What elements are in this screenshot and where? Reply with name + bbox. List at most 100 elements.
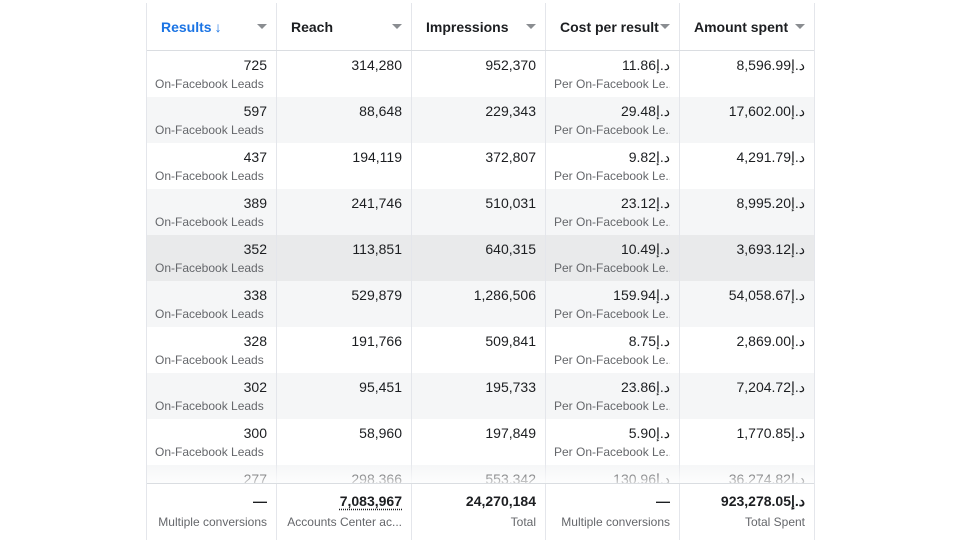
table-row[interactable]: 277 298,366 553,342 130.96د.إ 36,274.82د.إ [147,465,814,483]
cell-reach-value: 88,648 [359,103,402,119]
cell-amount-spent: 54,058.67د.إ [680,281,814,327]
cell-cost-per-result-subtitle: Per On-Facebook Le... [554,261,670,275]
table-row[interactable]: 328 On-Facebook Leads 191,766 509,841 8.75د.… [147,327,814,373]
table-row[interactable]: 300 On-Facebook Leads 58,960 197,849 5.90د.إ… [147,419,814,465]
cell-results-value: 437 [243,149,267,165]
cell-results-value: 389 [243,195,267,211]
cell-results-subtitle: On-Facebook Leads [155,353,264,367]
cell-amount-spent: 1,770.85د.إ [680,419,814,465]
cell-cost-per-result-value: 5.90د.إ [628,425,670,441]
cell-impressions-value: 197,849 [485,425,536,441]
column-header-cost-per-result[interactable]: Cost per result [546,3,680,50]
cell-results-subtitle: On-Facebook Leads [155,123,264,137]
cell-cost-per-result-subtitle: Per On-Facebook Le... [554,123,670,137]
cell-results-value: 352 [243,241,267,257]
cell-cost-per-result: 23.86د.إ Per On-Facebook Le... [546,373,680,419]
cell-results: 437 On-Facebook Leads [147,143,277,189]
cell-impressions-value: 509,841 [485,333,536,349]
column-header-reach[interactable]: Reach [277,3,412,50]
chevron-down-icon[interactable] [526,24,536,29]
cell-results: 300 On-Facebook Leads [147,419,277,465]
cell-cost-per-result: 5.90د.إ Per On-Facebook Le... [546,419,680,465]
cell-cost-per-result: 130.96د.إ [546,465,680,483]
chevron-down-icon[interactable] [795,24,805,29]
table-row[interactable]: 302 On-Facebook Leads 95,451 195,733 23.86د.… [147,373,814,419]
cell-amount-spent: 4,291.79د.إ [680,143,814,189]
cell-reach-value: 113,851 [352,241,402,257]
cell-impressions: 1,286,506 [412,281,546,327]
cell-reach-value: 241,746 [351,195,402,211]
cell-results: 352 On-Facebook Leads [147,235,277,281]
cell-cost-per-result-subtitle: Per On-Facebook Le... [554,399,670,413]
table-row[interactable]: 437 On-Facebook Leads 194,119 372,807 9.82د.… [147,143,814,189]
cell-cost-per-result-value: 159.94د.إ [613,287,670,303]
column-header-label: Reach [291,18,334,35]
cell-results-value: 328 [243,333,267,349]
cell-results-subtitle: On-Facebook Leads [155,77,264,91]
table-header: Results ↓ Reach Impressions Cost per res… [147,3,814,51]
table-row[interactable]: 338 On-Facebook Leads 529,879 1,286,506 159.… [147,281,814,327]
cell-cost-per-result: 159.94د.إ Per On-Facebook Le... [546,281,680,327]
cell-cost-per-result-subtitle: Per On-Facebook Le... [554,353,670,367]
cell-amount-spent-value: 8,596.99د.إ [736,57,805,73]
cell-amount-spent: 8,596.99د.إ [680,51,814,97]
table-row[interactable]: 597 On-Facebook Leads 88,648 229,343 29.48د.… [147,97,814,143]
table-row[interactable]: 389 On-Facebook Leads 241,746 510,031 23.12د… [147,189,814,235]
table-footer-totals: — Multiple conversions 7,083,967 Account… [147,483,814,540]
cell-impressions: 640,315 [412,235,546,281]
cell-amount-spent-value: 7,204.72د.إ [736,379,805,395]
cell-cost-per-result-subtitle: Per On-Facebook Le... [554,77,670,91]
cell-results-value: 597 [243,103,267,119]
column-header-label: Cost per result [560,18,659,35]
column-header-results[interactable]: Results ↓ [147,3,277,50]
cell-results-subtitle: On-Facebook Leads [155,261,264,275]
chevron-down-icon[interactable] [392,24,402,29]
cell-cost-per-result-value: 130.96د.إ [613,471,670,483]
cell-impressions: 510,031 [412,189,546,235]
cell-amount-spent-value: 2,869.00د.إ [736,333,805,349]
cell-cost-per-result: 10.49د.إ Per On-Facebook Le... [546,235,680,281]
cell-reach: 88,648 [277,97,412,143]
cell-results-value: 300 [243,425,267,441]
cell-amount-spent: 3,693.12د.إ [680,235,814,281]
cell-cost-per-result-value: 23.12د.إ [620,195,670,211]
cell-amount-spent-value: 1,770.85د.إ [736,425,805,441]
cell-impressions-value: 510,031 [485,195,536,211]
cell-results: 725 On-Facebook Leads [147,51,277,97]
cell-results: 389 On-Facebook Leads [147,189,277,235]
cell-reach: 58,960 [277,419,412,465]
cell-impressions: 372,807 [412,143,546,189]
arrow-down-icon: ↓ [214,18,222,35]
chevron-down-icon[interactable] [257,24,267,29]
table-row[interactable]: 725 On-Facebook Leads 314,280 952,370 11.86د… [147,51,814,97]
footer-cost-value: — [656,493,670,509]
cell-reach-value: 58,960 [359,425,402,441]
cell-impressions-value: 1,286,506 [473,287,536,303]
cell-reach: 529,879 [277,281,412,327]
cell-reach-value: 529,879 [351,287,402,303]
cell-cost-per-result-subtitle: Per On-Facebook Le... [554,445,670,459]
footer-results-label: Multiple conversions [158,515,267,529]
column-header-amount-spent[interactable]: Amount spent [680,3,814,50]
cell-amount-spent: 2,869.00د.إ [680,327,814,373]
cell-reach: 194,119 [277,143,412,189]
footer-impressions: 24,270,184 Total [412,484,546,540]
cell-impressions-value: 553,342 [485,471,536,483]
cell-impressions-value: 229,343 [485,103,536,119]
cell-results: 302 On-Facebook Leads [147,373,277,419]
cell-impressions: 197,849 [412,419,546,465]
cell-amount-spent-value: 3,693.12د.إ [736,241,805,257]
cell-reach-value: 194,119 [352,149,402,165]
cell-results-subtitle: On-Facebook Leads [155,445,264,459]
cell-amount-spent: 8,995.20د.إ [680,189,814,235]
column-header-impressions[interactable]: Impressions [412,3,546,50]
footer-spent-value: 923,278.05د.إ [720,493,805,509]
cell-cost-per-result-value: 10.49د.إ [620,241,670,257]
table-row[interactable]: 352 On-Facebook Leads 113,851 640,315 10.49د… [147,235,814,281]
cell-cost-per-result-value: 29.48د.إ [620,103,670,119]
footer-reach[interactable]: 7,083,967 Accounts Center ac... [277,484,412,540]
chevron-down-icon[interactable] [660,24,670,29]
cell-reach-value: 314,280 [351,57,402,73]
cell-amount-spent: 17,602.00د.إ [680,97,814,143]
footer-reach-value[interactable]: 7,083,967 [339,493,402,509]
